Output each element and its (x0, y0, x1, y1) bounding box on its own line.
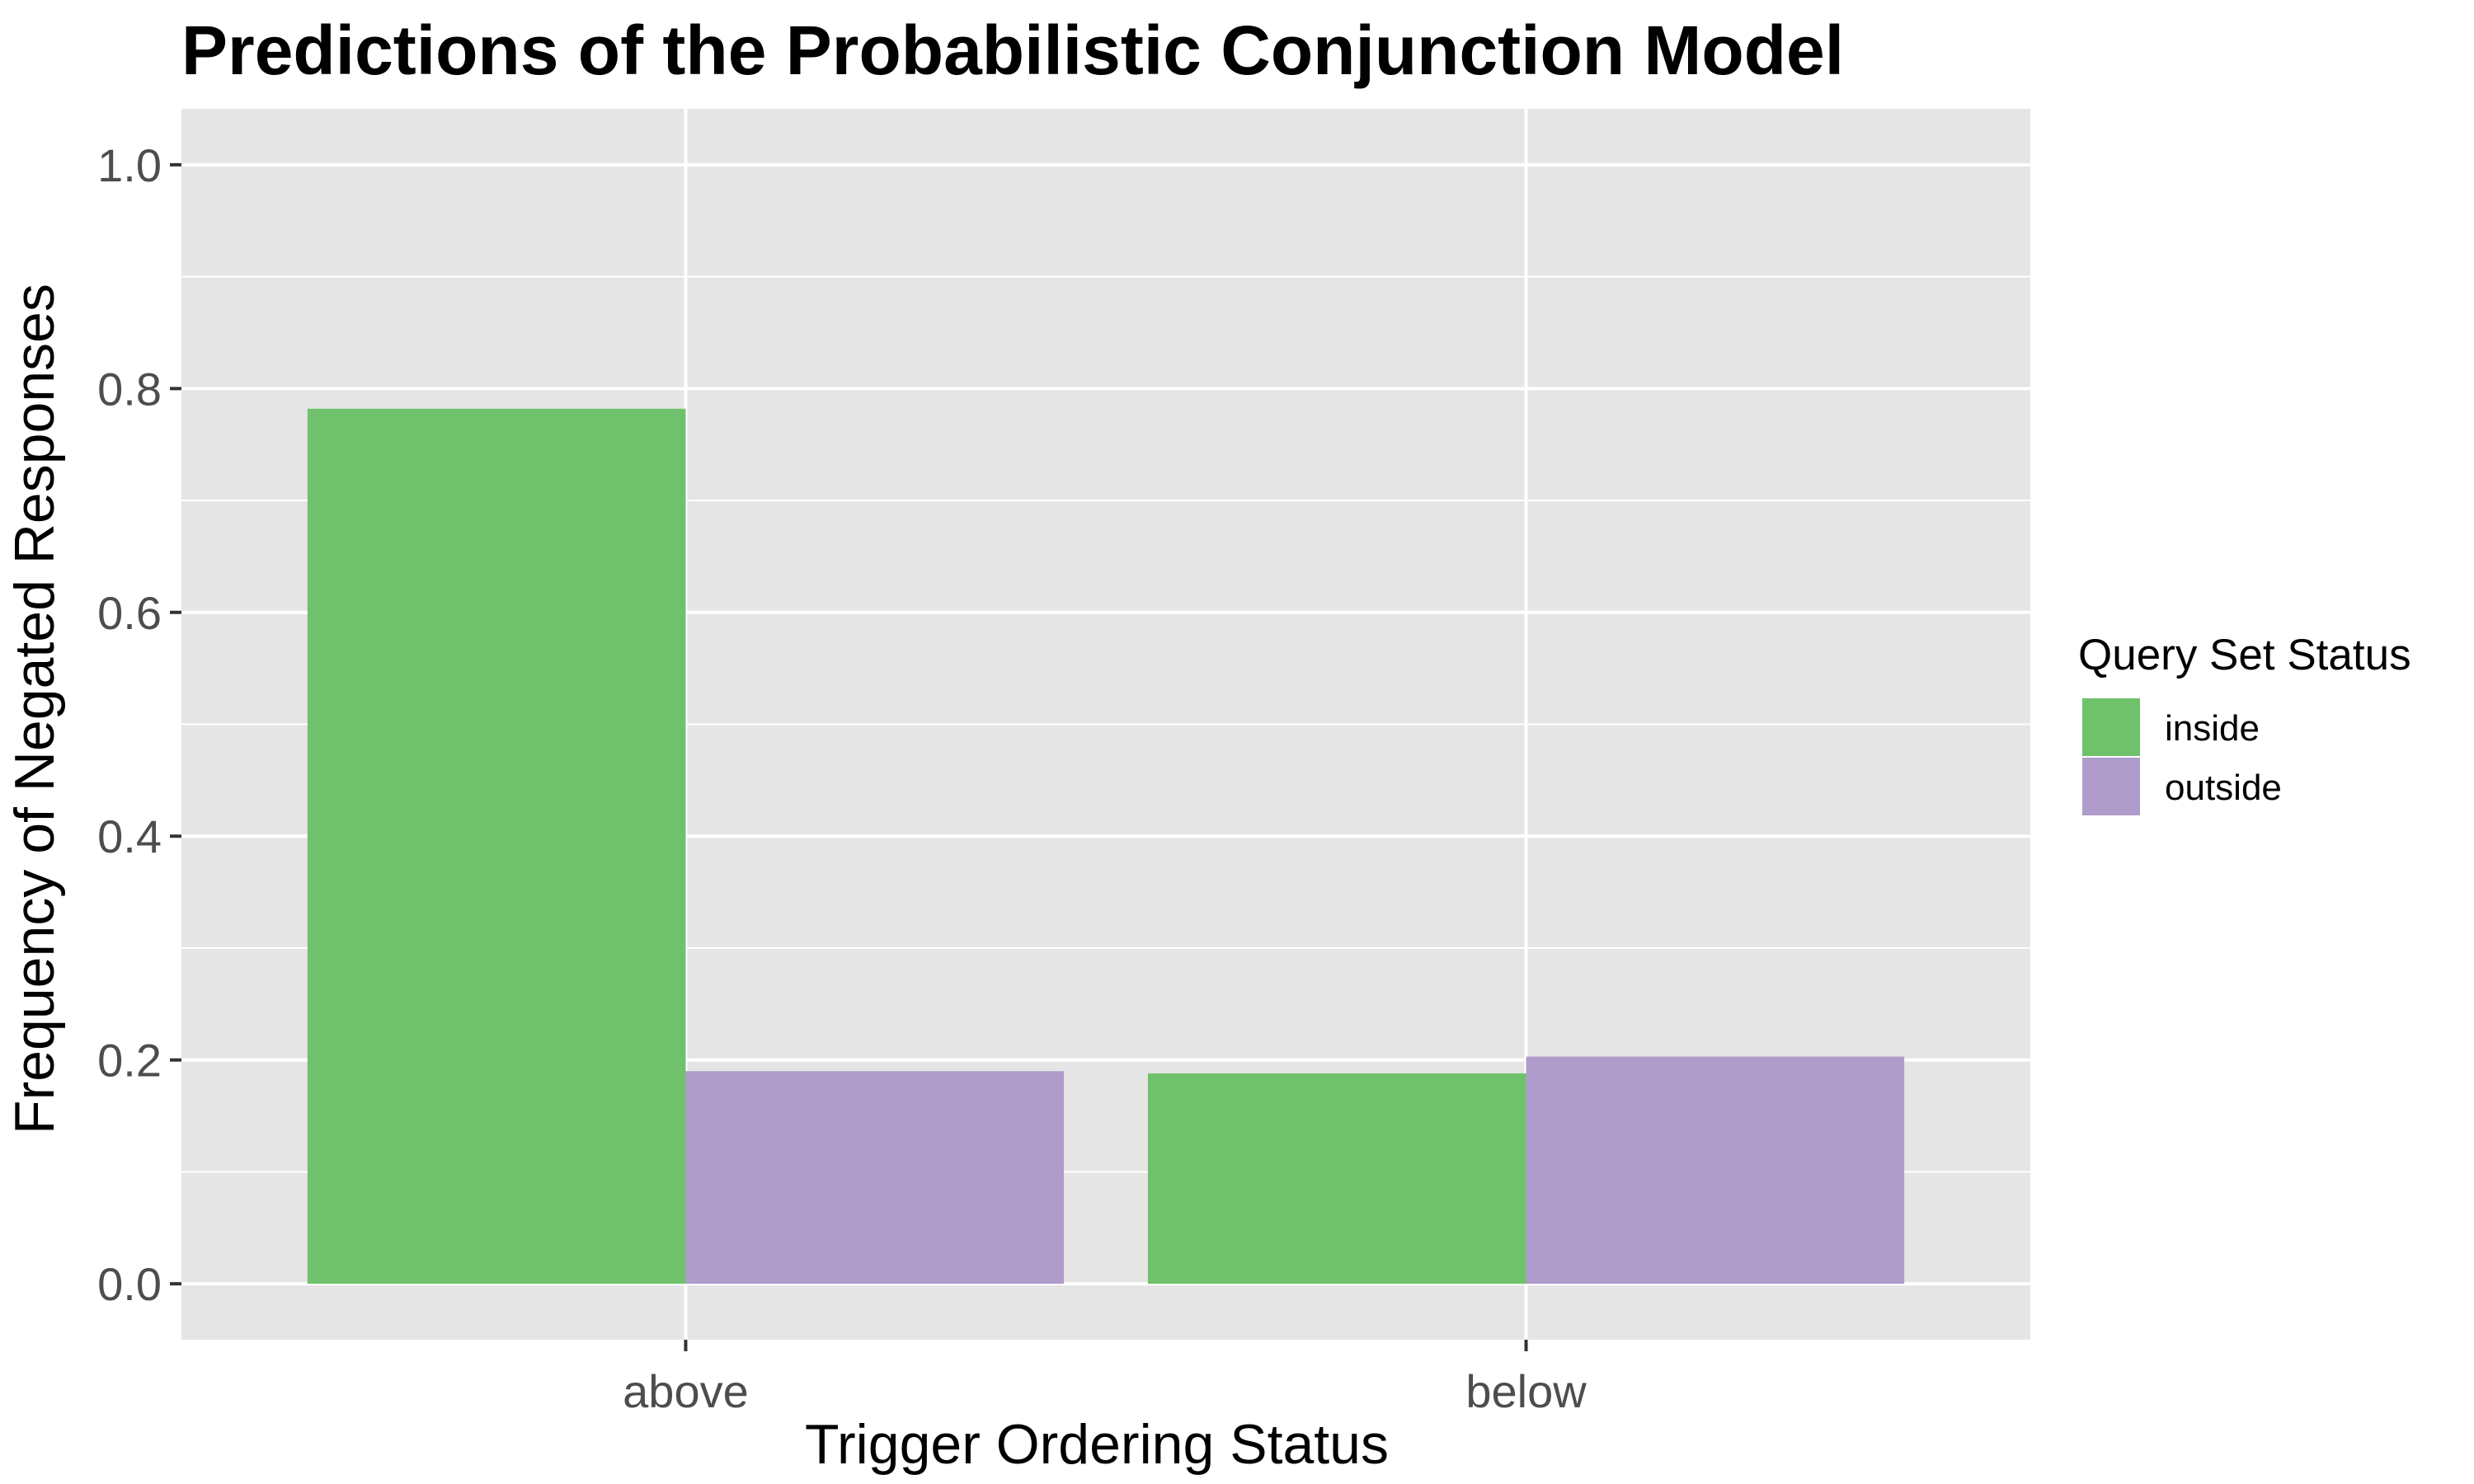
legend-title: Query Set Status (2078, 631, 2411, 679)
x-axis: above below (623, 1340, 1587, 1417)
bars (307, 408, 1905, 1284)
legend-label-outside: outside (2165, 768, 2282, 808)
legend-swatch-inside (2082, 698, 2140, 756)
x-tick-label: below (1465, 1365, 1587, 1417)
legend: Query Set Status inside outside (2078, 631, 2411, 815)
x-axis-title: Trigger Ordering Status (805, 1413, 1389, 1476)
legend-items: inside outside (2082, 698, 2282, 815)
y-axis-title: Frequency of Negated Responses (3, 284, 66, 1134)
y-tick-label: 0.0 (97, 1258, 162, 1310)
y-tick-label: 0.2 (97, 1035, 162, 1087)
chart-title: Predictions of the Probabilistic Conjunc… (181, 12, 1844, 89)
y-tick-label: 0.4 (97, 810, 162, 862)
x-tick-label: above (623, 1365, 749, 1417)
y-tick-label: 0.6 (97, 587, 162, 639)
bar-inside-above (307, 408, 686, 1284)
bar-outside-below (1526, 1056, 1905, 1284)
bar-inside-below (1147, 1073, 1526, 1284)
y-tick-label: 0.8 (97, 363, 162, 415)
y-tick-label: 1.0 (97, 139, 162, 191)
legend-swatch-outside (2082, 758, 2140, 815)
y-axis: 0.0 0.2 0.4 0.6 0.8 1.0 (97, 139, 181, 1310)
bar-outside-above (685, 1071, 1065, 1284)
legend-label-inside: inside (2165, 708, 2260, 749)
